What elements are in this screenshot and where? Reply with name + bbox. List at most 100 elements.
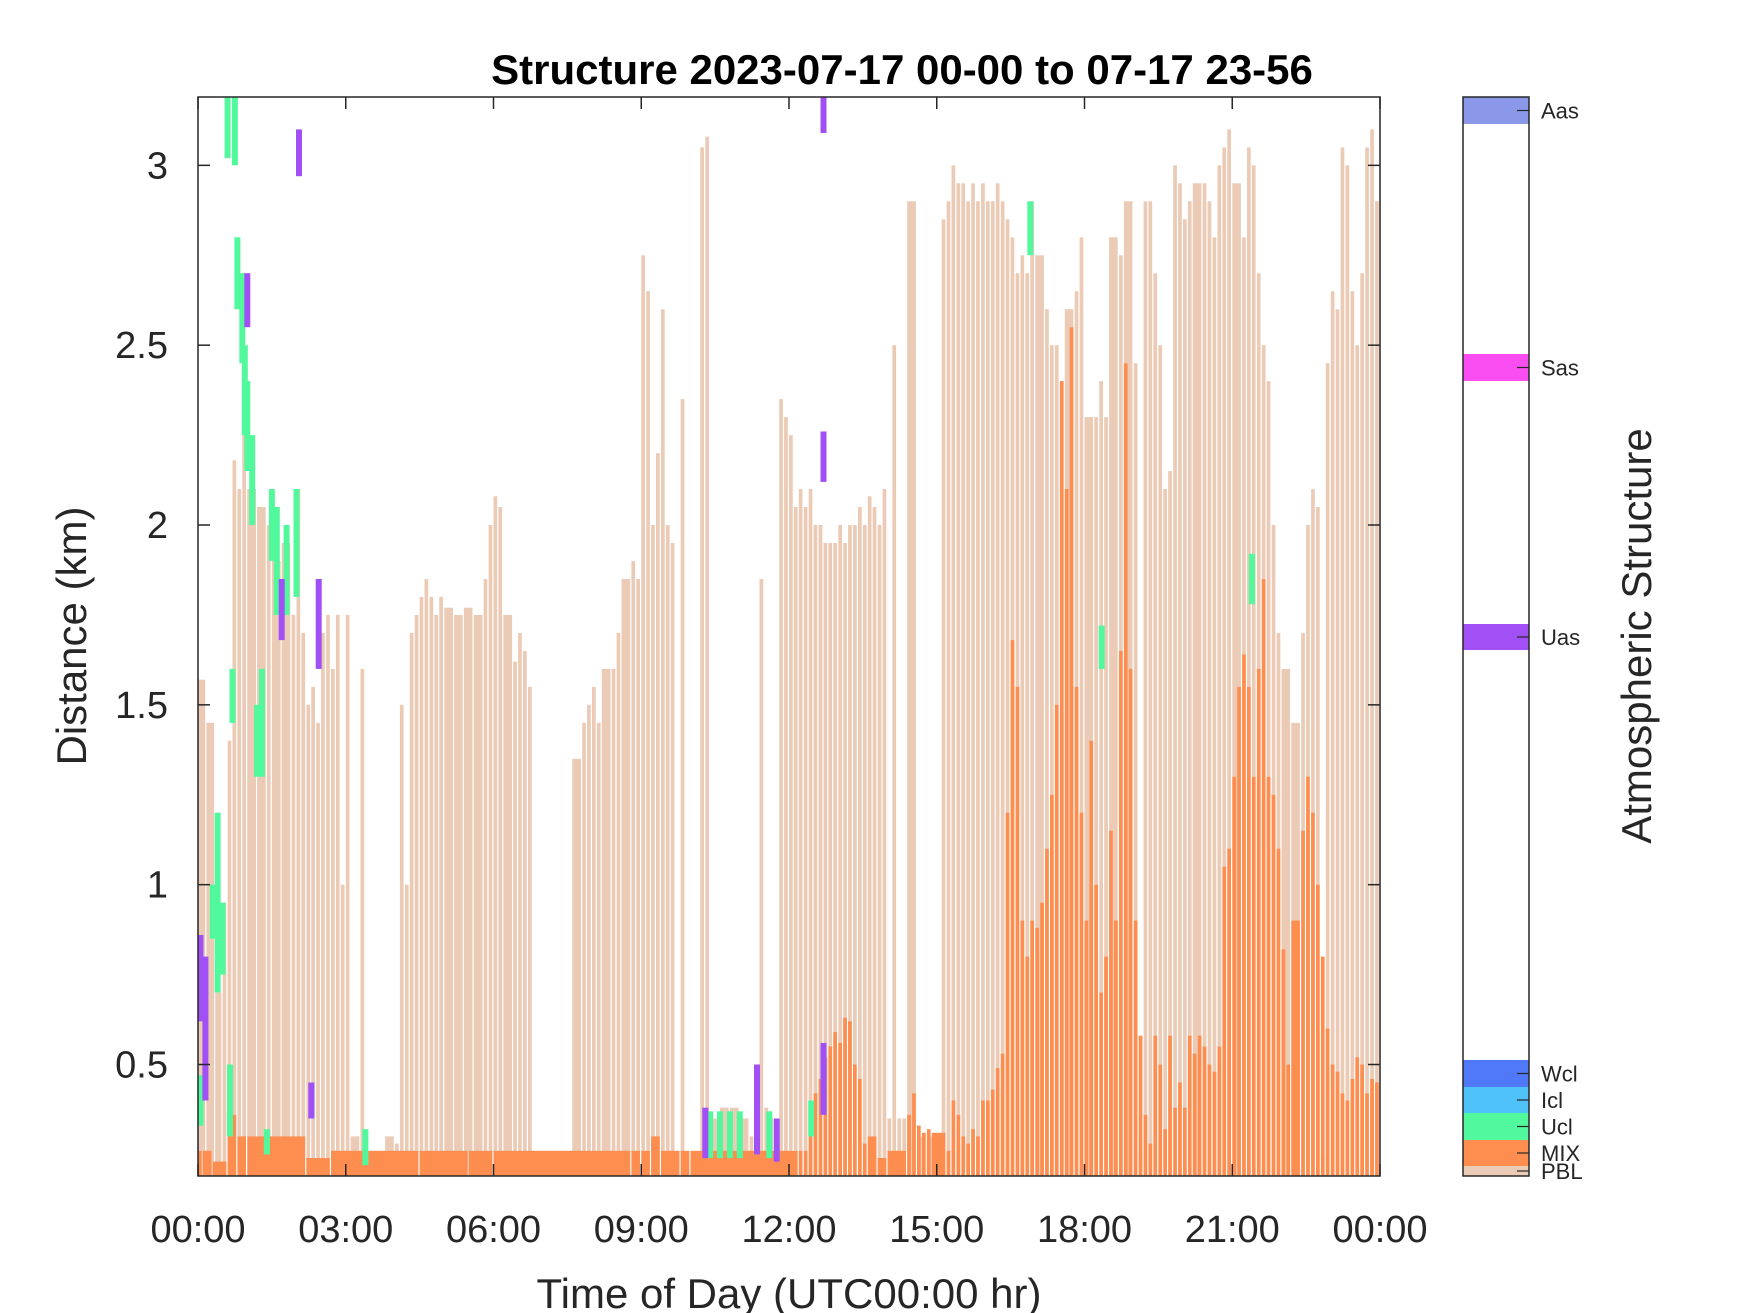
mix-bar xyxy=(1247,686,1251,1176)
ucl-bar xyxy=(273,507,280,615)
mix-bar xyxy=(1040,902,1044,1176)
mix-bar xyxy=(631,1150,640,1176)
pbl-bar xyxy=(513,661,517,1176)
pbl-bar xyxy=(503,614,513,1176)
mix-bar xyxy=(1109,830,1113,1176)
mix-bar xyxy=(1227,848,1231,1176)
uas-bar xyxy=(308,1082,315,1119)
mix-bar xyxy=(1030,920,1034,1176)
mix-bar xyxy=(1054,704,1059,1176)
pbl-bar xyxy=(587,704,591,1176)
pbl-bar xyxy=(1247,147,1251,1176)
pbl-bar xyxy=(518,632,522,1176)
mix-bar xyxy=(862,1143,867,1176)
mix-bar xyxy=(1355,1057,1360,1176)
ucl-bar xyxy=(283,525,290,615)
pbl-bar xyxy=(1094,417,1098,1176)
colorbar-tick-label: Icl xyxy=(1541,1088,1563,1113)
pbl-bar xyxy=(818,525,823,1176)
pbl-bar xyxy=(858,507,862,1176)
mix-bar xyxy=(1212,1071,1217,1176)
mix-bar xyxy=(212,1161,227,1176)
pbl-bar xyxy=(242,435,246,1176)
pbl-bar xyxy=(1099,381,1103,1176)
pbl-bar xyxy=(1123,201,1133,1176)
mix-bar xyxy=(1271,794,1276,1176)
pbl-bar xyxy=(976,201,980,1176)
pbl-bar xyxy=(1281,668,1291,1176)
pbl-bar xyxy=(680,399,685,1176)
ucl-bar xyxy=(1248,553,1255,605)
pbl-bar xyxy=(439,596,443,1176)
mix-bar xyxy=(1005,812,1010,1176)
pbl-bar xyxy=(700,147,704,1176)
pbl-bar xyxy=(1316,507,1320,1176)
mix-bar xyxy=(1010,640,1015,1176)
mix-bar xyxy=(1335,1071,1340,1176)
mix-bar xyxy=(1325,1028,1330,1176)
pbl-bar xyxy=(887,1118,892,1176)
pbl-bar xyxy=(266,525,271,1176)
mix-bar xyxy=(818,1078,823,1176)
pbl-bar xyxy=(665,525,670,1176)
pbl-bar xyxy=(409,632,414,1176)
pbl-bar xyxy=(798,489,803,1176)
pbl-bar xyxy=(1227,129,1231,1176)
mix-bar xyxy=(247,1136,306,1176)
mix-bar xyxy=(419,1150,468,1176)
ucl-bar xyxy=(209,884,216,939)
mix-bar xyxy=(1256,668,1261,1176)
uas-bar xyxy=(244,273,251,328)
pbl-bar xyxy=(1183,219,1187,1176)
mix-bar xyxy=(1074,686,1079,1176)
uas-bar xyxy=(820,1042,827,1115)
mix-bar xyxy=(966,1143,970,1176)
pbl-bar xyxy=(803,507,808,1176)
mix-bar xyxy=(848,1021,852,1176)
pbl-bar xyxy=(1335,309,1340,1176)
mix-bar xyxy=(1345,1100,1350,1176)
pbl-bar xyxy=(1079,237,1084,1176)
pbl-bar xyxy=(473,614,483,1176)
pbl-bar xyxy=(340,884,345,1176)
pbl-bar xyxy=(227,740,232,1176)
pbl-bar xyxy=(404,884,409,1176)
pbl-bar xyxy=(1084,417,1094,1176)
ucl-bar xyxy=(362,1129,369,1166)
ucl-bar xyxy=(254,704,261,777)
pbl-bar xyxy=(823,543,828,1176)
pbl-bar xyxy=(946,201,951,1176)
ucl-bar xyxy=(239,273,246,364)
uas-bar xyxy=(820,431,827,482)
pbl-bar xyxy=(1350,291,1355,1176)
uas-bar xyxy=(773,1118,780,1162)
pbl-bar xyxy=(1173,165,1177,1176)
pbl-bar xyxy=(808,489,813,1176)
mix-bar xyxy=(976,1136,980,1176)
mix-bar xyxy=(813,1093,818,1176)
pbl-bar xyxy=(424,579,429,1176)
pbl-bar xyxy=(1163,489,1167,1176)
mix-bar xyxy=(1242,654,1246,1176)
pbl-bar xyxy=(1025,273,1030,1176)
mix-bar xyxy=(1360,1064,1364,1176)
pbl-bar xyxy=(1340,147,1345,1176)
mix-bar xyxy=(853,1064,857,1176)
mix-bar xyxy=(1320,956,1325,1176)
uas-bar xyxy=(278,579,285,641)
pbl-bar xyxy=(1345,165,1350,1176)
pbl-bar xyxy=(429,596,434,1176)
pbl-bar xyxy=(1148,201,1153,1176)
ucl-bar xyxy=(293,489,300,597)
mix-bar xyxy=(1084,920,1089,1176)
pbl-bar xyxy=(222,902,227,1176)
ucl-bar xyxy=(224,97,231,159)
uas-bar xyxy=(296,129,302,177)
mix-bar xyxy=(1330,1064,1335,1176)
pbl-bar xyxy=(956,183,961,1176)
pbl-bar xyxy=(454,614,463,1176)
pbl-bar xyxy=(1370,129,1374,1176)
ucl-bar xyxy=(198,1075,204,1126)
mix-bar xyxy=(1114,920,1118,1176)
ucl-bar xyxy=(263,1129,270,1155)
